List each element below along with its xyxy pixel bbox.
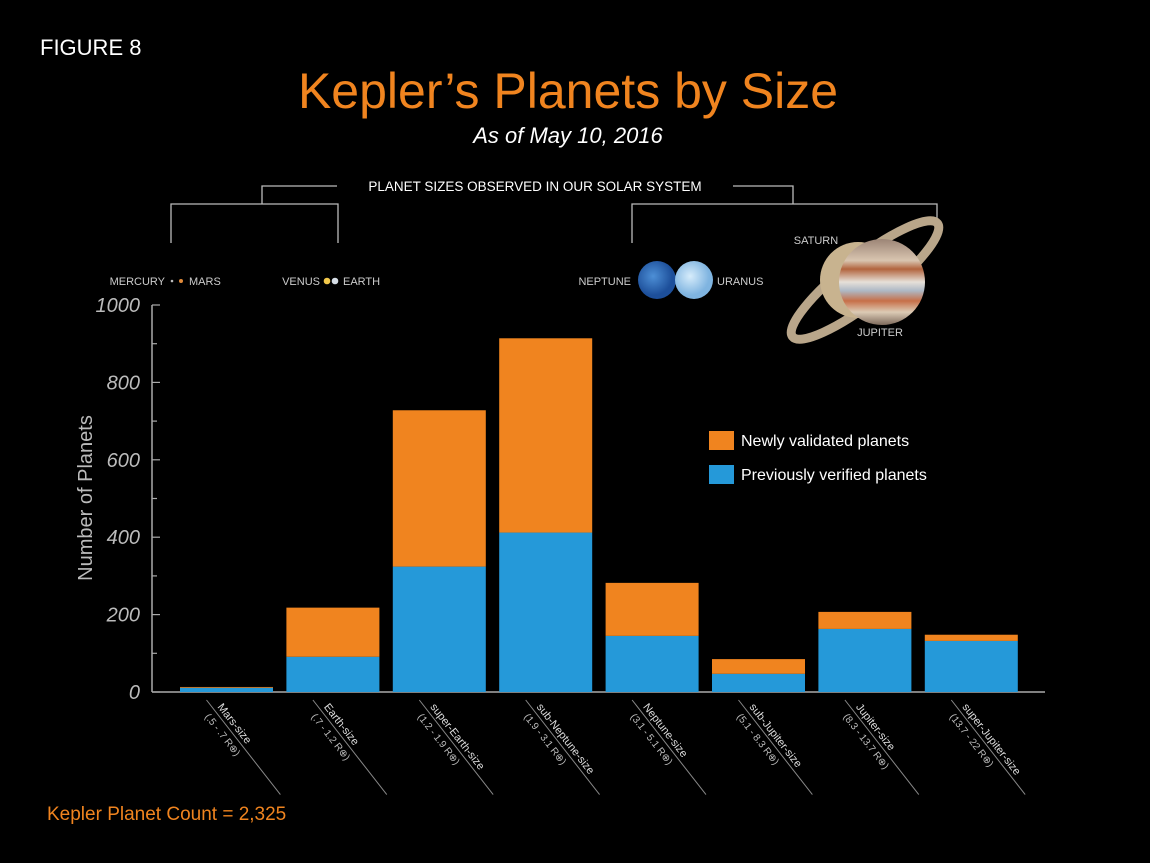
x-label-divider	[950, 699, 1026, 795]
planet-label-mercury: MERCURY	[110, 276, 166, 288]
x-label-divider	[418, 699, 494, 795]
x-label-divider	[844, 699, 920, 795]
planet-label-venus: VENUS	[282, 276, 320, 288]
x-tick-label-group: Jupiter-size(8.3 - 13.7 R⊕)	[840, 699, 920, 795]
planet-label-saturn: SATURN	[794, 235, 838, 247]
bar-previously-verified-sub-jupiter-size	[712, 673, 805, 692]
jupiter-icon	[839, 239, 925, 325]
x-label-divider	[631, 699, 707, 795]
bar-newly-validated-super-earth-size	[392, 410, 486, 567]
bar-newly-validated-sub-neptune-size	[499, 338, 593, 533]
y-tick-label: 200	[106, 605, 140, 627]
bar-previously-verified-super-earth-size	[392, 566, 486, 692]
x-tick-label-group: Mars-size(.5 - .7 R⊕)	[202, 699, 281, 795]
y-tick-label: 1000	[96, 295, 141, 317]
kepler-planet-count: Kepler Planet Count = 2,325	[47, 804, 286, 825]
earth-icon	[331, 277, 339, 285]
legend-label-newly: Newly validated planets	[741, 433, 909, 450]
x-label-divider	[525, 699, 600, 795]
x-label-divider	[738, 699, 813, 795]
planet-label-jupiter: JUPITER	[857, 327, 903, 339]
bar-newly-validated-sub-jupiter-size	[712, 659, 805, 674]
x-label-divider	[206, 699, 281, 795]
y-tick-label: 0	[129, 682, 140, 704]
bar-previously-verified-neptune-size	[605, 635, 699, 692]
planet-label-neptune: NEPTUNE	[578, 276, 631, 288]
y-tick-label: 800	[107, 372, 140, 394]
legend-label-previously: Previously verified planets	[741, 467, 927, 484]
x-tick-label-group: super-Earth-size(1.2 - 1.9 R⊕)	[415, 699, 494, 795]
bar-newly-validated-super-jupiter-size	[924, 634, 1018, 641]
bar-newly-validated-neptune-size	[605, 582, 699, 636]
bar-previously-verified-mars-size	[180, 687, 273, 692]
x-tick-label-group: sub-Neptune-size(1.9 - 3.1 R⊕)	[521, 699, 600, 795]
bar-previously-verified-earth-size	[286, 656, 380, 692]
planet-label-mars: MARS	[189, 276, 221, 288]
x-tick-label-group: Neptune-size(3.1 - 5.1 R⊕)	[628, 699, 707, 795]
y-axis-label: Number of Planets	[75, 415, 97, 581]
mars-icon	[179, 279, 183, 283]
bar-previously-verified-super-jupiter-size	[924, 640, 1018, 692]
bar-newly-validated-mars-size	[180, 686, 273, 688]
y-tick-label: 400	[107, 527, 140, 549]
planet-label-earth: EARTH	[343, 276, 380, 288]
x-tick-label-group: Earth-size(.7 - 1.2 R⊕)	[308, 699, 388, 795]
x-tick-label-group: super-Jupiter-size(13.7 - 22 R⊕)	[947, 699, 1026, 795]
chart-subtitle: As of May 10, 2016	[471, 123, 663, 148]
chart-title: Kepler’s Planets by Size	[298, 63, 838, 119]
x-tick-label-group: sub-Jupiter-size(5.1 - 8.3 R⊕)	[734, 699, 813, 795]
mercury-icon	[170, 279, 174, 283]
legend-swatch-newly	[709, 431, 734, 450]
neptune-icon	[638, 261, 676, 299]
venus-icon	[323, 277, 331, 285]
bar-newly-validated-earth-size	[286, 607, 380, 657]
figure-label: FIGURE 8	[40, 35, 141, 60]
y-tick-label: 600	[107, 450, 140, 472]
bar-newly-validated-jupiter-size	[818, 611, 912, 629]
legend-swatch-previously	[709, 465, 734, 484]
bar-previously-verified-jupiter-size	[818, 628, 912, 692]
x-label-divider	[312, 699, 388, 795]
bar-previously-verified-sub-neptune-size	[499, 532, 593, 692]
planet-label-uranus: URANUS	[717, 276, 763, 288]
uranus-icon	[675, 261, 713, 299]
solar-system-heading: PLANET SIZES OBSERVED IN OUR SOLAR SYSTE…	[368, 179, 701, 194]
